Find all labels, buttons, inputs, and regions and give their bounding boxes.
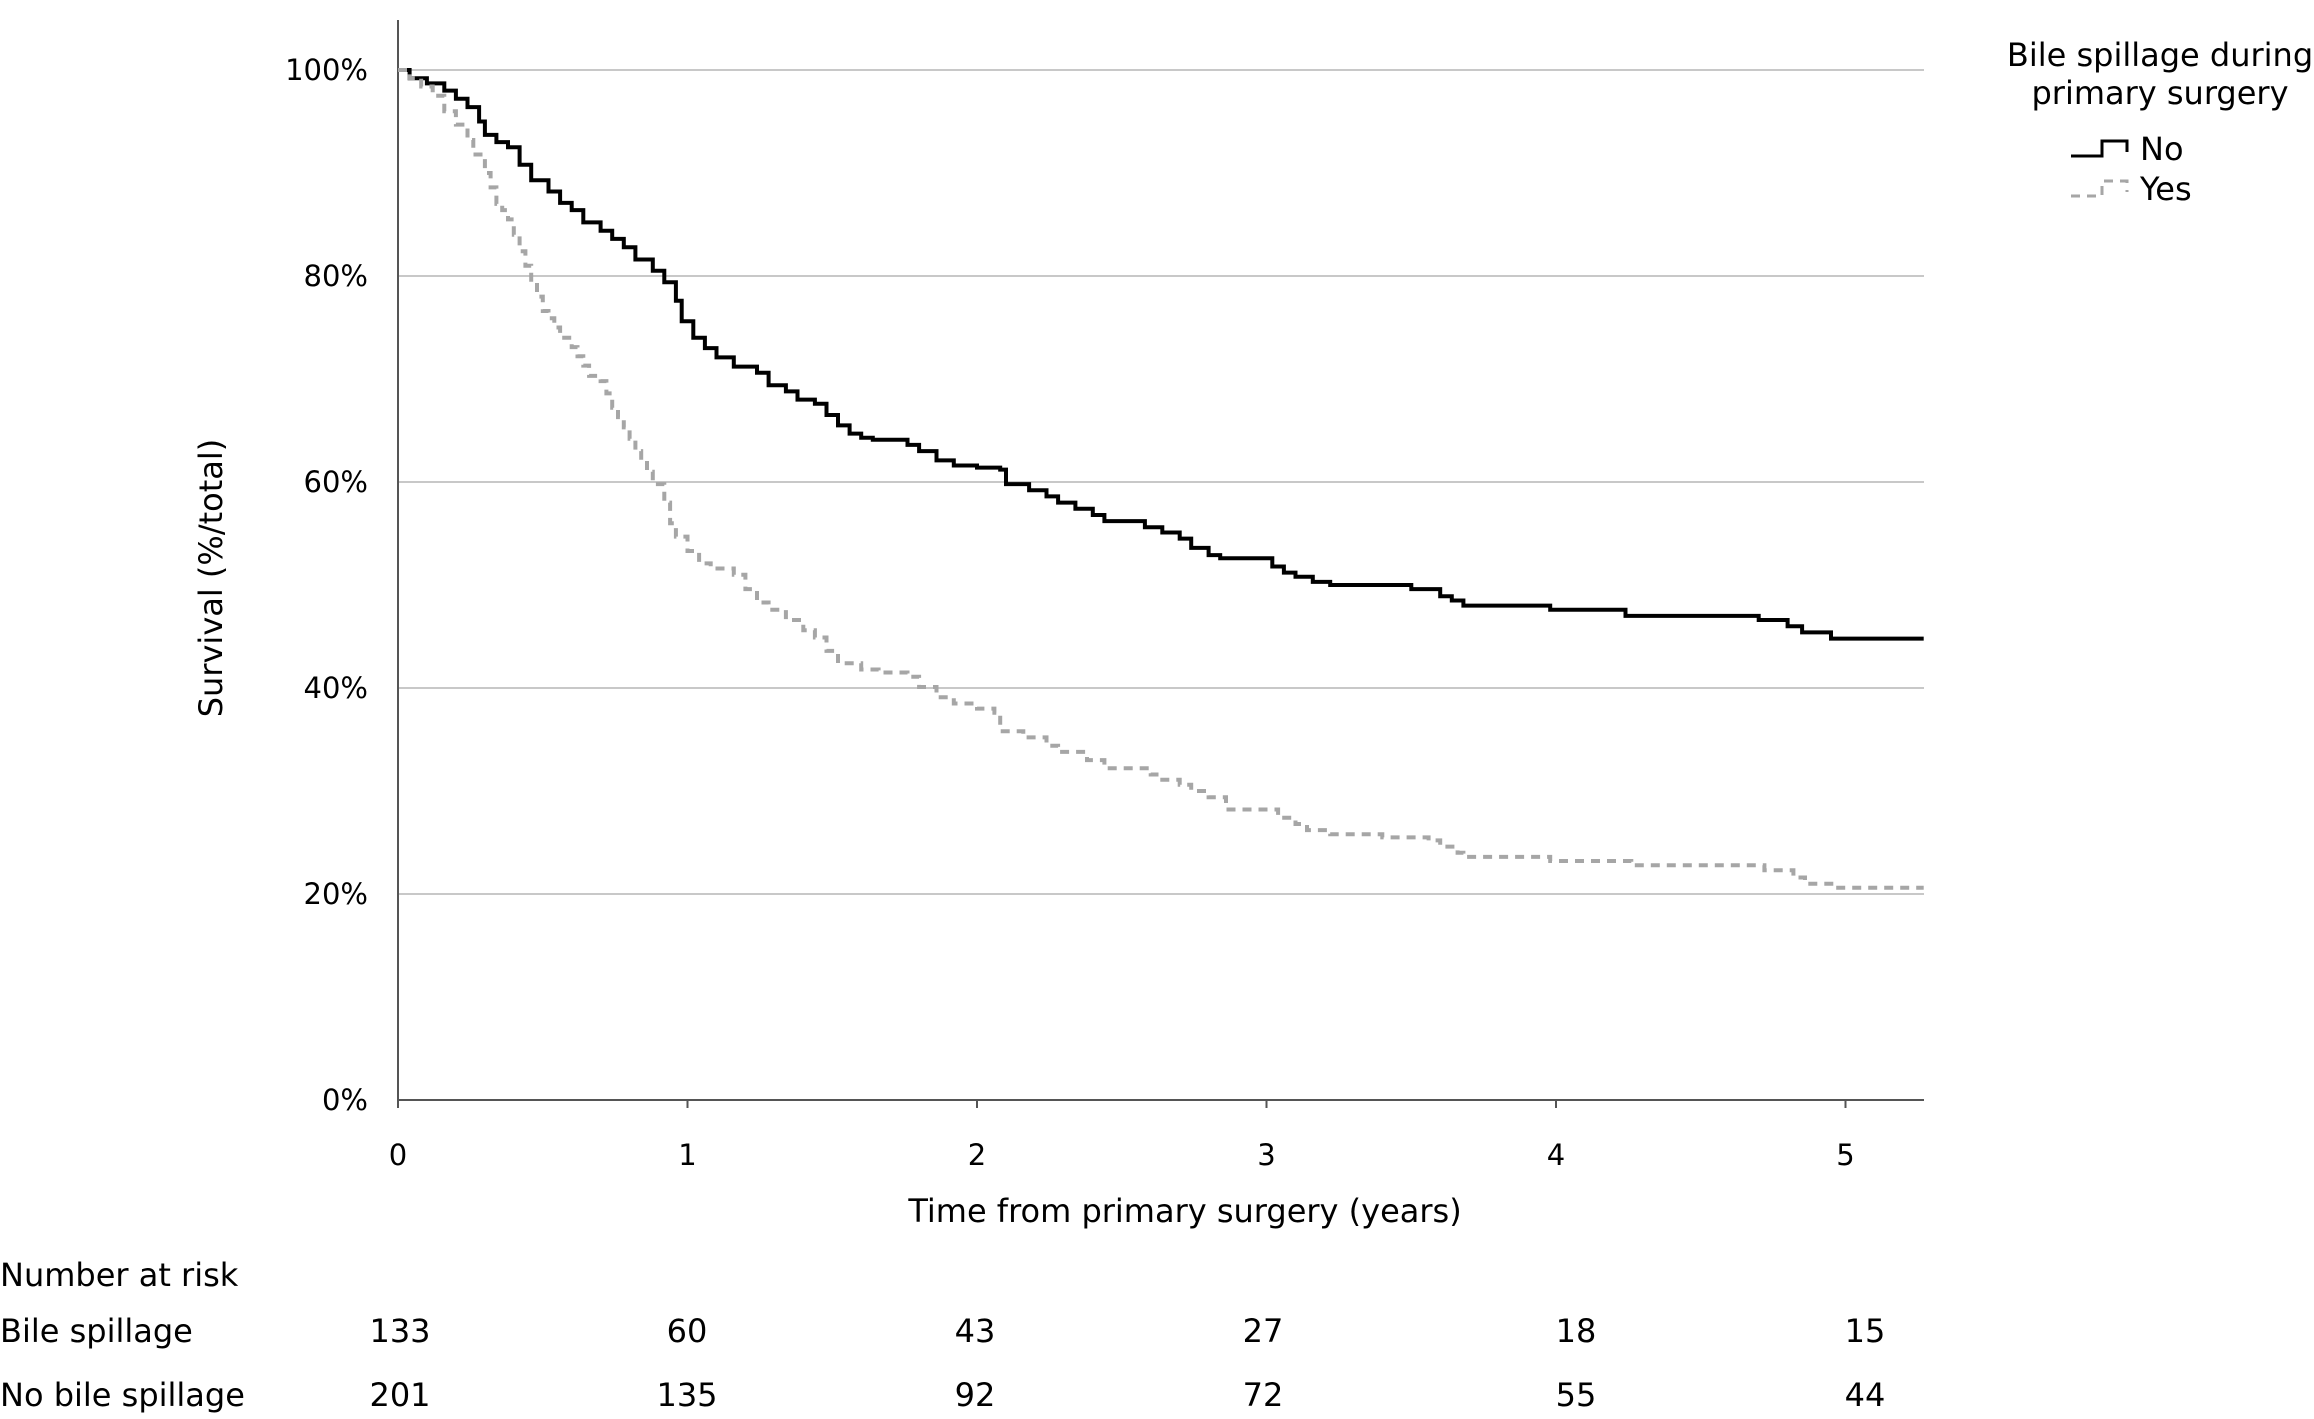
risk-row-label-bile-spillage: Bile spillage [0,1312,193,1350]
risk-value: 18 [1556,1312,1597,1350]
x-tick-label: 0 [389,1138,407,1172]
risk-value: 44 [1845,1376,1886,1414]
risk-row-label-no-bile-spillage: No bile spillage [0,1376,245,1414]
x-tick-label: 2 [968,1138,986,1172]
y-tick-label: 40% [304,671,368,705]
axes [397,20,1924,1101]
legend-label-no: No [2140,130,2184,168]
risk-value: 55 [1556,1376,1597,1414]
y-tick-label: 80% [304,259,368,293]
risk-value: 15 [1845,1312,1886,1350]
legend-swatch-no [2071,139,2129,158]
y-tick-label: 0% [322,1083,368,1117]
x-tick-labels: 0 1 2 3 4 5 [389,1100,1855,1172]
y-tick-label: 20% [304,877,368,911]
legend-swatch-yes [2071,179,2129,198]
legend-title-line-1: Bile spillage during [2007,36,2313,74]
x-tick-label: 5 [1836,1138,1854,1172]
x-axis-title: Time from primary surgery (years) [907,1192,1461,1230]
y-tick-labels: 0% 20% 40% 60% 80% 100% [285,53,368,1117]
x-tick-label: 3 [1257,1138,1275,1172]
risk-value: 43 [955,1312,996,1350]
y-tick-label: 60% [304,465,368,499]
risk-table: Number at risk Bile spillage No bile spi… [0,1256,1885,1414]
risk-table-values: 133 60 43 27 18 15 201 135 92 72 55 44 [369,1312,1885,1414]
legend: Bile spillage during primary surgery No … [2007,36,2313,208]
y-tick-label: 100% [285,53,368,87]
survival-curves [398,68,1924,890]
legend-title-line-2: primary surgery [2031,74,2288,112]
y-axis-title: Survival (%/total) [192,439,230,718]
risk-value: 133 [369,1312,430,1350]
risk-value: 201 [369,1376,430,1414]
survival-curve-yes [398,68,1924,890]
survival-curve-no [398,68,1924,641]
risk-value: 60 [667,1312,708,1350]
x-tick-label: 4 [1547,1138,1565,1172]
risk-value: 92 [955,1376,996,1414]
grid-lines [398,69,1924,895]
risk-value: 72 [1243,1376,1284,1414]
x-tick-label: 1 [678,1138,696,1172]
risk-value: 27 [1243,1312,1284,1350]
risk-value: 135 [656,1376,717,1414]
legend-label-yes: Yes [2139,170,2192,208]
risk-table-heading: Number at risk [0,1256,239,1294]
